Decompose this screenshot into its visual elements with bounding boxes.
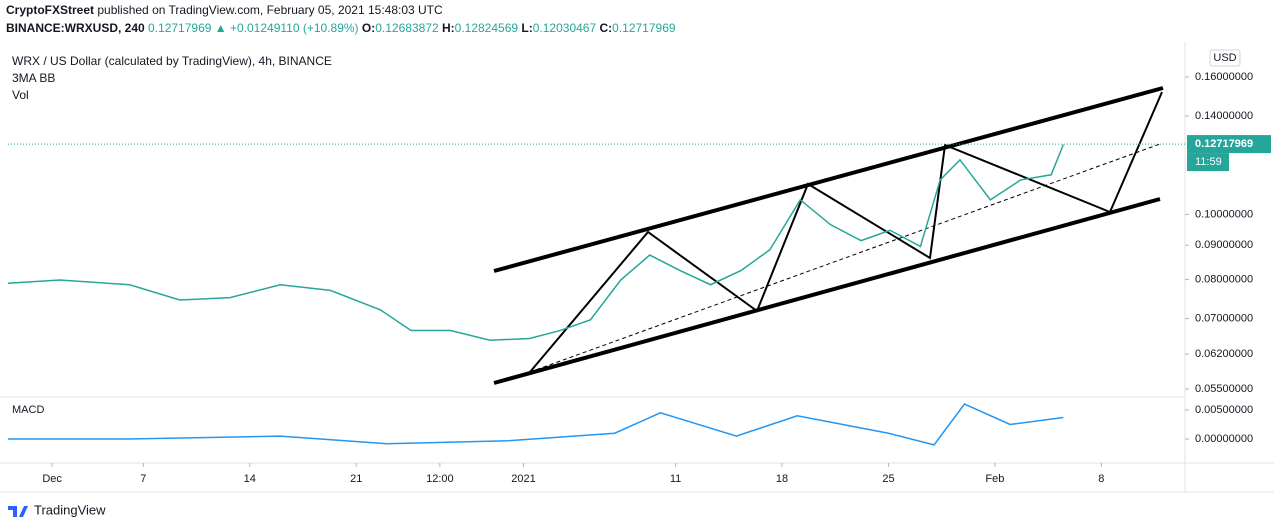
x-tick-label: 12:00 — [426, 473, 454, 485]
y-tick-label: 0.07000000 — [1195, 313, 1253, 325]
indicator: Vol — [12, 88, 29, 102]
countdown-tag — [1187, 153, 1229, 172]
x-tick-label: 21 — [350, 473, 362, 485]
change: ▲ +0.01249110 (+10.89%) — [214, 21, 359, 35]
high-label: H: — [441, 21, 455, 35]
x-tick-label: 14 — [244, 473, 256, 485]
x-tick-label: 8 — [1098, 473, 1104, 485]
close: 0.12717969 — [612, 21, 676, 35]
high: 0.12824569 — [454, 21, 519, 35]
y-tick-label: 0.06200000 — [1195, 348, 1253, 360]
channel — [493, 86, 1164, 385]
open: 0.12683872 — [375, 21, 439, 35]
y-tick-label: 0.05500000 — [1195, 383, 1253, 395]
y-tick-label: 0.10000000 — [1195, 208, 1253, 220]
close-label: C: — [599, 21, 613, 35]
countdown: 11:59 — [1195, 156, 1222, 168]
low-label: L: — [521, 21, 533, 35]
quote-line: BINANCE:WRXUSD, 240 0.12717969 ▲ +0.0124… — [6, 21, 676, 35]
brand: TradingView — [34, 502, 106, 517]
macd-title: MACD — [12, 404, 44, 416]
y-tick-label: 0.16000000 — [1195, 71, 1253, 83]
open-label: O: — [361, 21, 376, 35]
currency: USD — [1213, 52, 1236, 64]
price-tag-label: 0.12717969 — [1195, 138, 1253, 150]
x-tick-label: Feb — [985, 473, 1004, 485]
price-line — [8, 403, 1064, 446]
x-tick-label: 2021 — [511, 473, 535, 485]
y-tick-label: 0.14000000 — [1195, 110, 1253, 122]
indicator: 3MA BB — [12, 71, 56, 85]
x-tick-label: 18 — [776, 473, 788, 485]
x-tick-label: 11 — [670, 473, 681, 485]
symbol: BINANCE:WRXUSD, 240 — [6, 21, 145, 35]
low: 0.12030467 — [532, 21, 597, 35]
legend-title: WRX / US Dollar (calculated by TradingVi… — [12, 54, 332, 68]
x-tick-label: 25 — [882, 473, 894, 485]
y-tick-label: 0.00500000 — [1195, 404, 1253, 416]
y-tick-label: 0.00000000 — [1195, 433, 1253, 445]
price-line — [7, 144, 1065, 342]
last-price: 0.12717969 — [148, 21, 212, 35]
publisher: CryptoFXStreet — [6, 3, 95, 17]
price-tag — [1187, 135, 1271, 154]
publish-line: CryptoFXStreet published on TradingView.… — [6, 3, 443, 17]
x-tick-label: 7 — [140, 473, 146, 485]
brand-logo — [8, 506, 28, 517]
currency-box[interactable] — [1209, 49, 1241, 67]
y-tick-label: 0.09000000 — [1195, 239, 1253, 251]
publish-info: published on TradingView.com, February 0… — [97, 3, 443, 17]
y-tick-label: 0.08000000 — [1195, 273, 1253, 285]
x-tick-label: Dec — [42, 473, 62, 485]
